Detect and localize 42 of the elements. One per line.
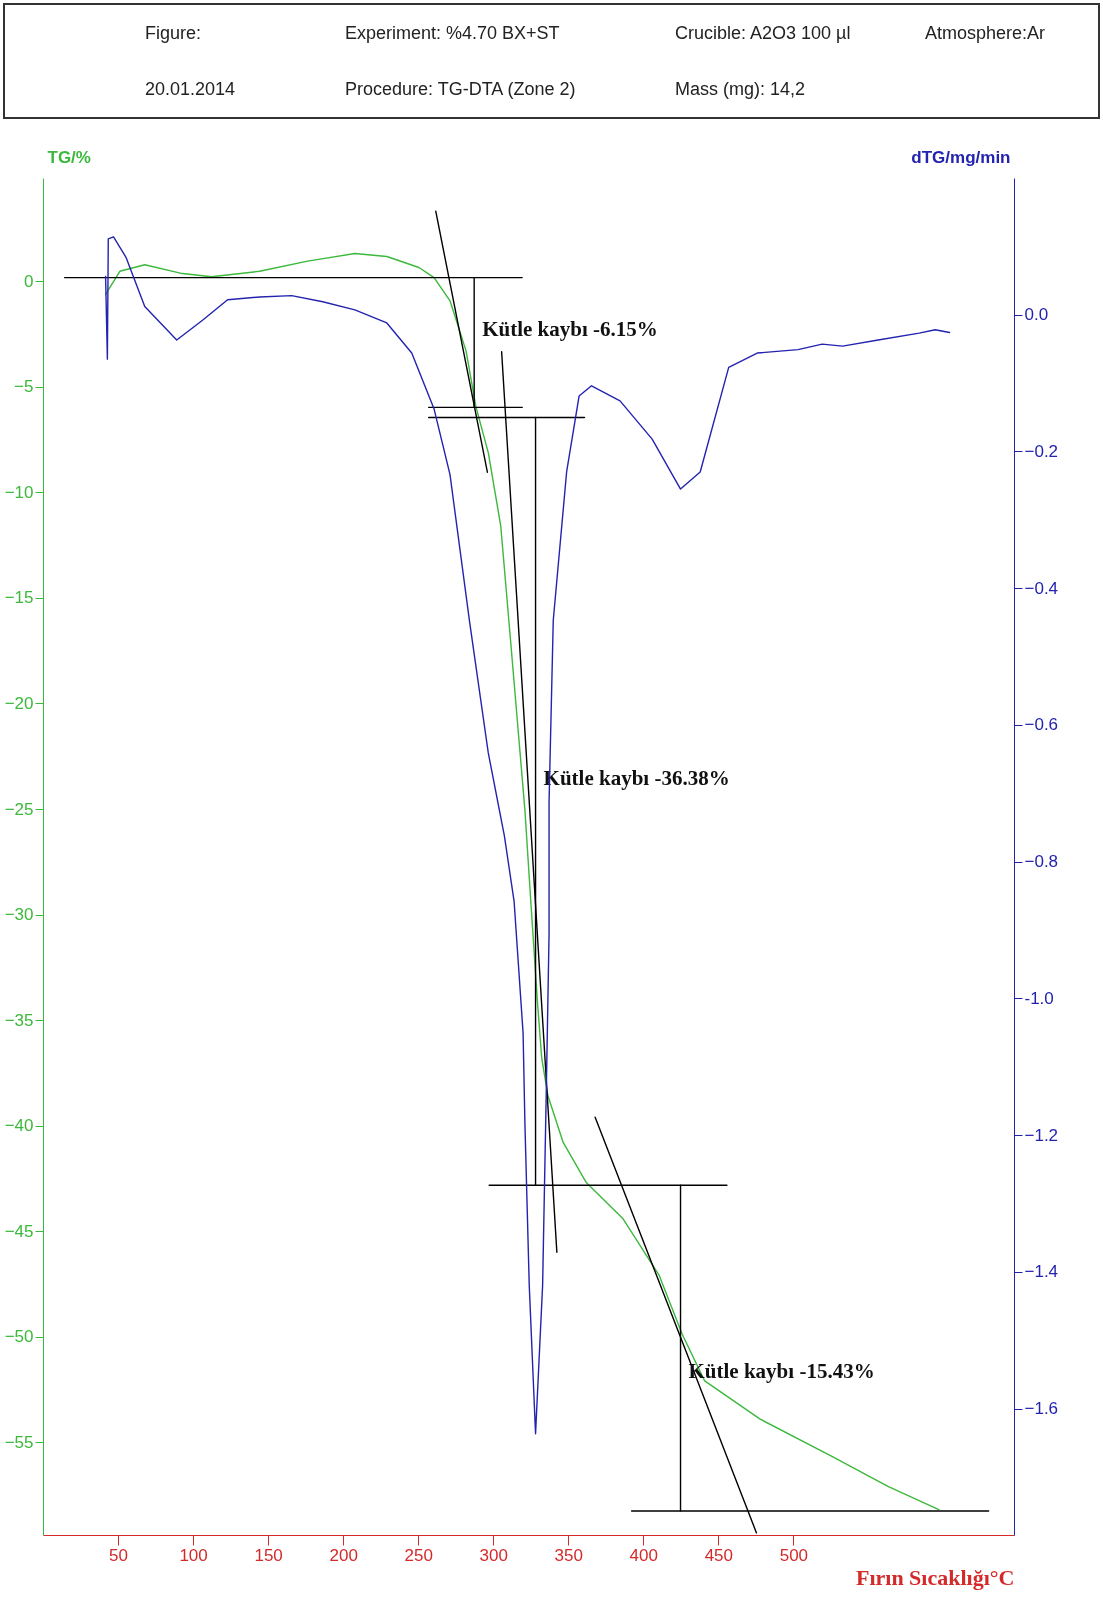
y2-tick-label: −1.4 <box>1024 1262 1059 1282</box>
y-tick-label: −45 <box>4 1221 34 1241</box>
y-tick-label: −25 <box>4 799 34 819</box>
text: Atmosphere:Ar <box>925 22 1047 44</box>
y-tick-label: −30 <box>4 905 34 925</box>
x-axis-title: Fırın Sıcaklığı°C <box>855 1564 1015 1590</box>
x-tick-label: 350 <box>554 1545 583 1565</box>
x-tick-label: 500 <box>779 1545 809 1565</box>
text: Procedure: TG-DTA (Zone 2) <box>345 78 577 100</box>
y2-tick-label: 0.0 <box>1024 305 1049 325</box>
text: Figure: <box>145 22 203 44</box>
y2-tick-label: −0.6 <box>1024 715 1059 735</box>
x-tick-label: 300 <box>479 1545 508 1565</box>
x-tick-label: 50 <box>109 1545 128 1565</box>
x-tick-label: 200 <box>329 1545 358 1565</box>
y2-tick-label: −1.2 <box>1024 1125 1059 1145</box>
text: Crucible: A2O3 100 µl <box>675 22 852 44</box>
x-tick-label: 250 <box>404 1545 433 1565</box>
y-axis-title: TG/% <box>47 147 91 167</box>
y2-tick-label: −0.2 <box>1024 441 1059 461</box>
x-tick-label: 400 <box>629 1545 658 1565</box>
y-tick-label: −35 <box>4 1010 34 1030</box>
y-tick-label: −55 <box>4 1432 34 1452</box>
x-tick-label: 450 <box>704 1545 734 1565</box>
y-tick-label: −50 <box>4 1327 34 1347</box>
text: 20.01.2014 <box>145 78 237 100</box>
y-tick-label: −40 <box>4 1116 34 1136</box>
y2-tick-label: −0.4 <box>1024 578 1059 598</box>
y-tick-label: 0 <box>24 271 34 291</box>
y2-tick-label: −1.6 <box>1024 1399 1059 1419</box>
annotation: Kütle kaybı -6.15% <box>482 316 658 341</box>
x-tick-label: 150 <box>254 1545 283 1565</box>
y-tick-label: −5 <box>14 377 34 397</box>
x-tick-label: 100 <box>179 1545 208 1565</box>
y-tick-label: −15 <box>4 588 34 608</box>
y-tick-label: −20 <box>4 693 34 713</box>
text: Mass (mg): 14,2 <box>675 78 807 100</box>
y2-tick-label: −0.8 <box>1024 852 1059 872</box>
y-tick-label: −10 <box>4 482 34 502</box>
text: Experiment: %4.70 BX+ST <box>345 22 561 44</box>
y2-axis-title: dTG/mg/min <box>911 147 1011 167</box>
y2-tick-label: -1.0 <box>1024 988 1054 1008</box>
